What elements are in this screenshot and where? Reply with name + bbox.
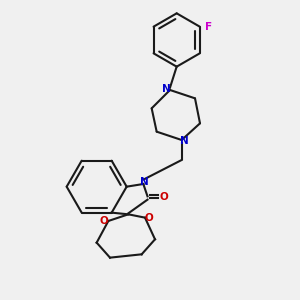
Text: F: F: [205, 22, 212, 32]
Text: O: O: [100, 216, 109, 226]
Text: N: N: [140, 177, 148, 187]
Text: N: N: [180, 136, 189, 146]
Text: N: N: [162, 84, 170, 94]
Text: O: O: [159, 192, 168, 202]
Text: O: O: [145, 213, 153, 223]
